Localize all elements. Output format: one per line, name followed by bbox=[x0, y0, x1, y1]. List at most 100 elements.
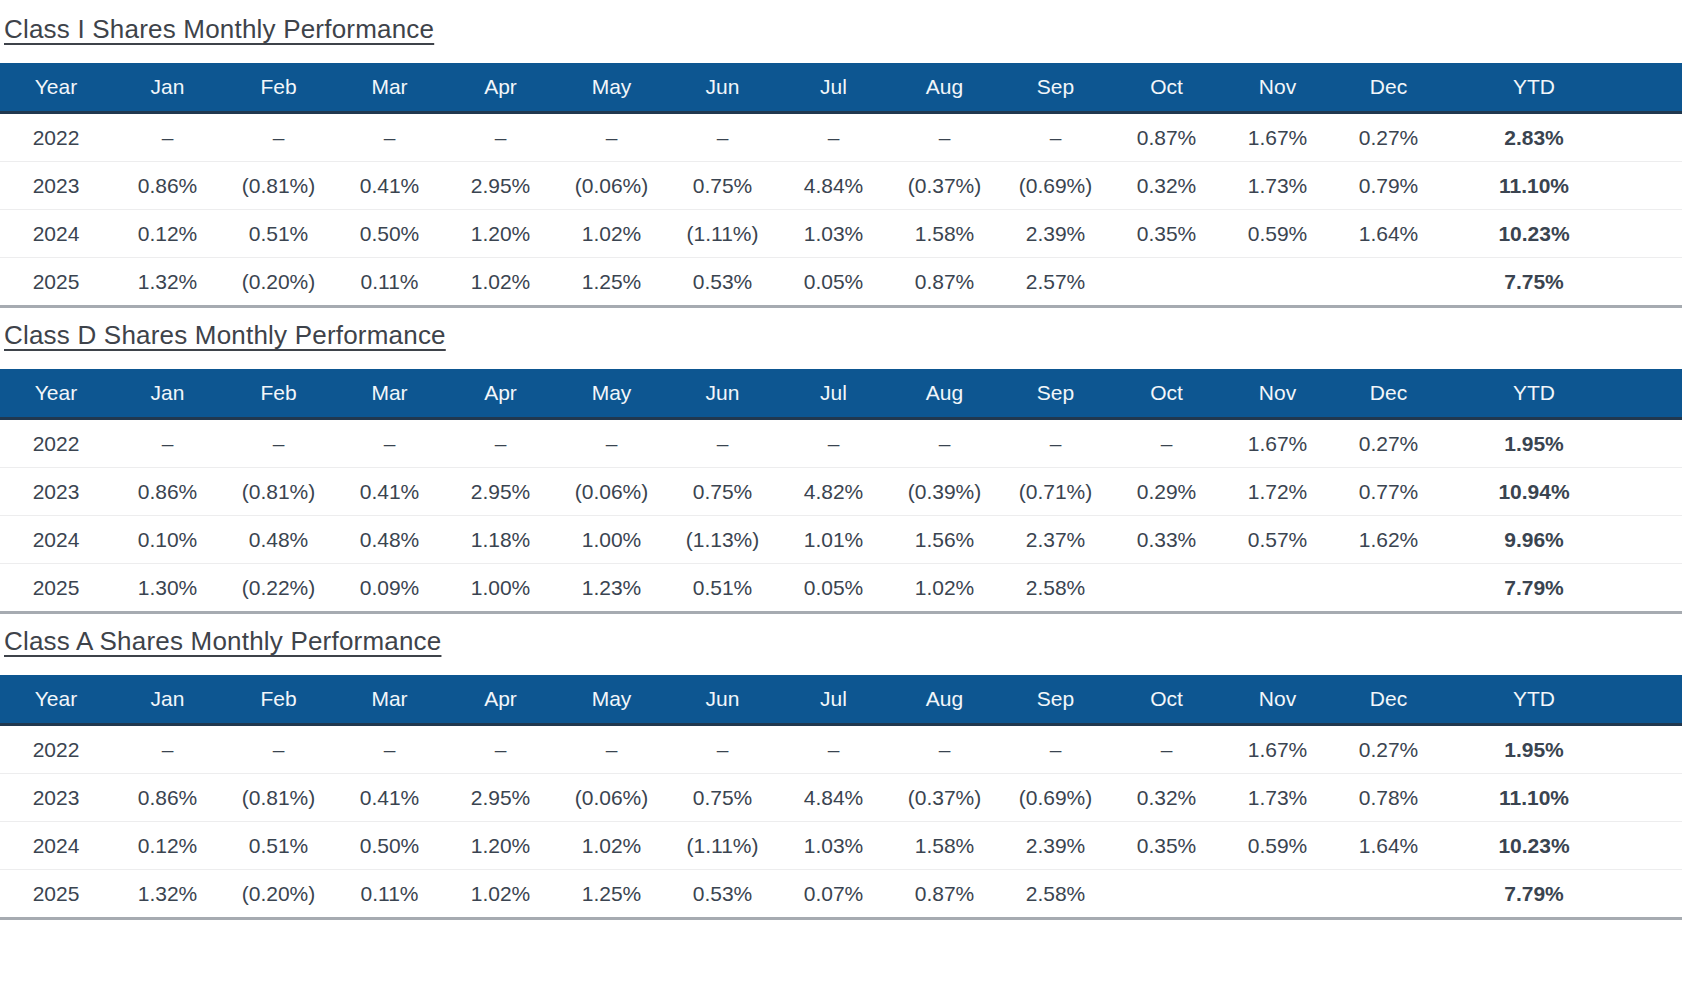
section-title: Class D Shares Monthly Performance bbox=[4, 320, 1682, 351]
month-value-cell: 1.67% bbox=[1222, 725, 1333, 774]
month-value-cell: (0.37%) bbox=[889, 162, 1000, 210]
month-value-cell: 0.32% bbox=[1111, 162, 1222, 210]
column-header: Jan bbox=[112, 63, 223, 113]
performance-table: YearJanFebMarAprMayJunJulAugSepOctNovDec… bbox=[0, 63, 1682, 308]
month-value-cell: (0.22%) bbox=[223, 564, 334, 613]
year-cell: 2025 bbox=[0, 258, 112, 307]
month-value-cell: 0.48% bbox=[334, 516, 445, 564]
month-value-cell: 2.39% bbox=[1000, 822, 1111, 870]
table-row: 20251.32%(0.20%)0.11%1.02%1.25%0.53%0.07… bbox=[0, 870, 1682, 919]
month-value-cell: 0.75% bbox=[667, 774, 778, 822]
column-header: Mar bbox=[334, 369, 445, 419]
column-header: Dec bbox=[1333, 369, 1444, 419]
month-value-cell: 0.51% bbox=[667, 564, 778, 613]
month-value-cell: – bbox=[334, 419, 445, 468]
month-value-cell: 4.82% bbox=[778, 468, 889, 516]
month-value-cell: 0.86% bbox=[112, 468, 223, 516]
column-header: Dec bbox=[1333, 675, 1444, 725]
month-value-cell: 2.95% bbox=[445, 162, 556, 210]
column-header: YTD bbox=[1444, 63, 1682, 113]
column-header: Oct bbox=[1111, 369, 1222, 419]
month-value-cell: (1.11%) bbox=[667, 210, 778, 258]
month-value-cell: (0.06%) bbox=[556, 162, 667, 210]
year-cell: 2024 bbox=[0, 822, 112, 870]
month-value-cell: – bbox=[112, 113, 223, 162]
month-value-cell bbox=[1222, 258, 1333, 307]
month-value-cell: 0.11% bbox=[334, 870, 445, 919]
month-value-cell: – bbox=[1000, 419, 1111, 468]
month-value-cell: 1.03% bbox=[778, 210, 889, 258]
month-value-cell: 1.20% bbox=[445, 822, 556, 870]
month-value-cell: 0.33% bbox=[1111, 516, 1222, 564]
month-value-cell: 0.87% bbox=[889, 258, 1000, 307]
month-value-cell: 0.50% bbox=[334, 210, 445, 258]
table-row: 20230.86%(0.81%)0.41%2.95%(0.06%)0.75%4.… bbox=[0, 468, 1682, 516]
month-value-cell: – bbox=[334, 113, 445, 162]
month-value-cell: 1.64% bbox=[1333, 210, 1444, 258]
month-value-cell: 0.05% bbox=[778, 564, 889, 613]
month-value-cell: – bbox=[445, 113, 556, 162]
month-value-cell: 1.72% bbox=[1222, 468, 1333, 516]
month-value-cell: – bbox=[889, 113, 1000, 162]
month-value-cell: 0.41% bbox=[334, 774, 445, 822]
ytd-value-cell: 11.10% bbox=[1444, 774, 1682, 822]
performance-section: Class D Shares Monthly Performance YearJa… bbox=[0, 320, 1682, 614]
month-value-cell: 1.01% bbox=[778, 516, 889, 564]
month-value-cell: 0.27% bbox=[1333, 113, 1444, 162]
month-value-cell: (0.81%) bbox=[223, 162, 334, 210]
column-header: Sep bbox=[1000, 675, 1111, 725]
ytd-value-cell: 10.23% bbox=[1444, 210, 1682, 258]
ytd-value-cell: 10.94% bbox=[1444, 468, 1682, 516]
ytd-value-cell: 7.79% bbox=[1444, 564, 1682, 613]
month-value-cell: 0.48% bbox=[223, 516, 334, 564]
month-value-cell: 1.25% bbox=[556, 870, 667, 919]
month-value-cell: (0.37%) bbox=[889, 774, 1000, 822]
column-header: Feb bbox=[223, 63, 334, 113]
table-row: 2022––––––––––1.67%0.27%1.95% bbox=[0, 725, 1682, 774]
month-value-cell: 2.39% bbox=[1000, 210, 1111, 258]
table-row: 20230.86%(0.81%)0.41%2.95%(0.06%)0.75%4.… bbox=[0, 162, 1682, 210]
table-row: 2022–––––––––0.87%1.67%0.27%2.83% bbox=[0, 113, 1682, 162]
ytd-value-cell: 7.75% bbox=[1444, 258, 1682, 307]
month-value-cell: 0.12% bbox=[112, 210, 223, 258]
month-value-cell: – bbox=[112, 725, 223, 774]
month-value-cell: 1.02% bbox=[445, 258, 556, 307]
performance-section: Class A Shares Monthly PerformanceYearJa… bbox=[0, 626, 1682, 920]
month-value-cell: 2.95% bbox=[445, 468, 556, 516]
column-header: May bbox=[556, 675, 667, 725]
month-value-cell: 0.50% bbox=[334, 822, 445, 870]
column-header: Nov bbox=[1222, 369, 1333, 419]
month-value-cell: 0.75% bbox=[667, 468, 778, 516]
column-header: Feb bbox=[223, 369, 334, 419]
month-value-cell: – bbox=[667, 419, 778, 468]
month-value-cell: (1.11%) bbox=[667, 822, 778, 870]
month-value-cell: 1.30% bbox=[112, 564, 223, 613]
column-header: Aug bbox=[889, 63, 1000, 113]
performance-table: YearJanFebMarAprMayJunJulAugSepOctNovDec… bbox=[0, 369, 1682, 614]
month-value-cell: 2.58% bbox=[1000, 870, 1111, 919]
month-value-cell: 1.02% bbox=[445, 870, 556, 919]
month-value-cell: 0.27% bbox=[1333, 419, 1444, 468]
month-value-cell: 0.78% bbox=[1333, 774, 1444, 822]
month-value-cell bbox=[1333, 564, 1444, 613]
column-header: Dec bbox=[1333, 63, 1444, 113]
month-value-cell: 0.59% bbox=[1222, 822, 1333, 870]
month-value-cell bbox=[1222, 870, 1333, 919]
month-value-cell: 1.02% bbox=[556, 822, 667, 870]
year-cell: 2022 bbox=[0, 419, 112, 468]
month-value-cell: 0.12% bbox=[112, 822, 223, 870]
month-value-cell: – bbox=[1111, 419, 1222, 468]
month-value-cell: 0.10% bbox=[112, 516, 223, 564]
month-value-cell: 0.07% bbox=[778, 870, 889, 919]
year-cell: 2025 bbox=[0, 870, 112, 919]
month-value-cell: 1.73% bbox=[1222, 162, 1333, 210]
year-cell: 2023 bbox=[0, 774, 112, 822]
sections: Class I Shares Monthly PerformanceYearJa… bbox=[0, 14, 1682, 920]
month-value-cell: 0.51% bbox=[223, 822, 334, 870]
month-value-cell: 0.27% bbox=[1333, 725, 1444, 774]
month-value-cell: 0.41% bbox=[334, 162, 445, 210]
performance-table: YearJanFebMarAprMayJunJulAugSepOctNovDec… bbox=[0, 675, 1682, 920]
month-value-cell: 0.53% bbox=[667, 870, 778, 919]
month-value-cell: 0.59% bbox=[1222, 210, 1333, 258]
month-value-cell: 1.67% bbox=[1222, 113, 1333, 162]
